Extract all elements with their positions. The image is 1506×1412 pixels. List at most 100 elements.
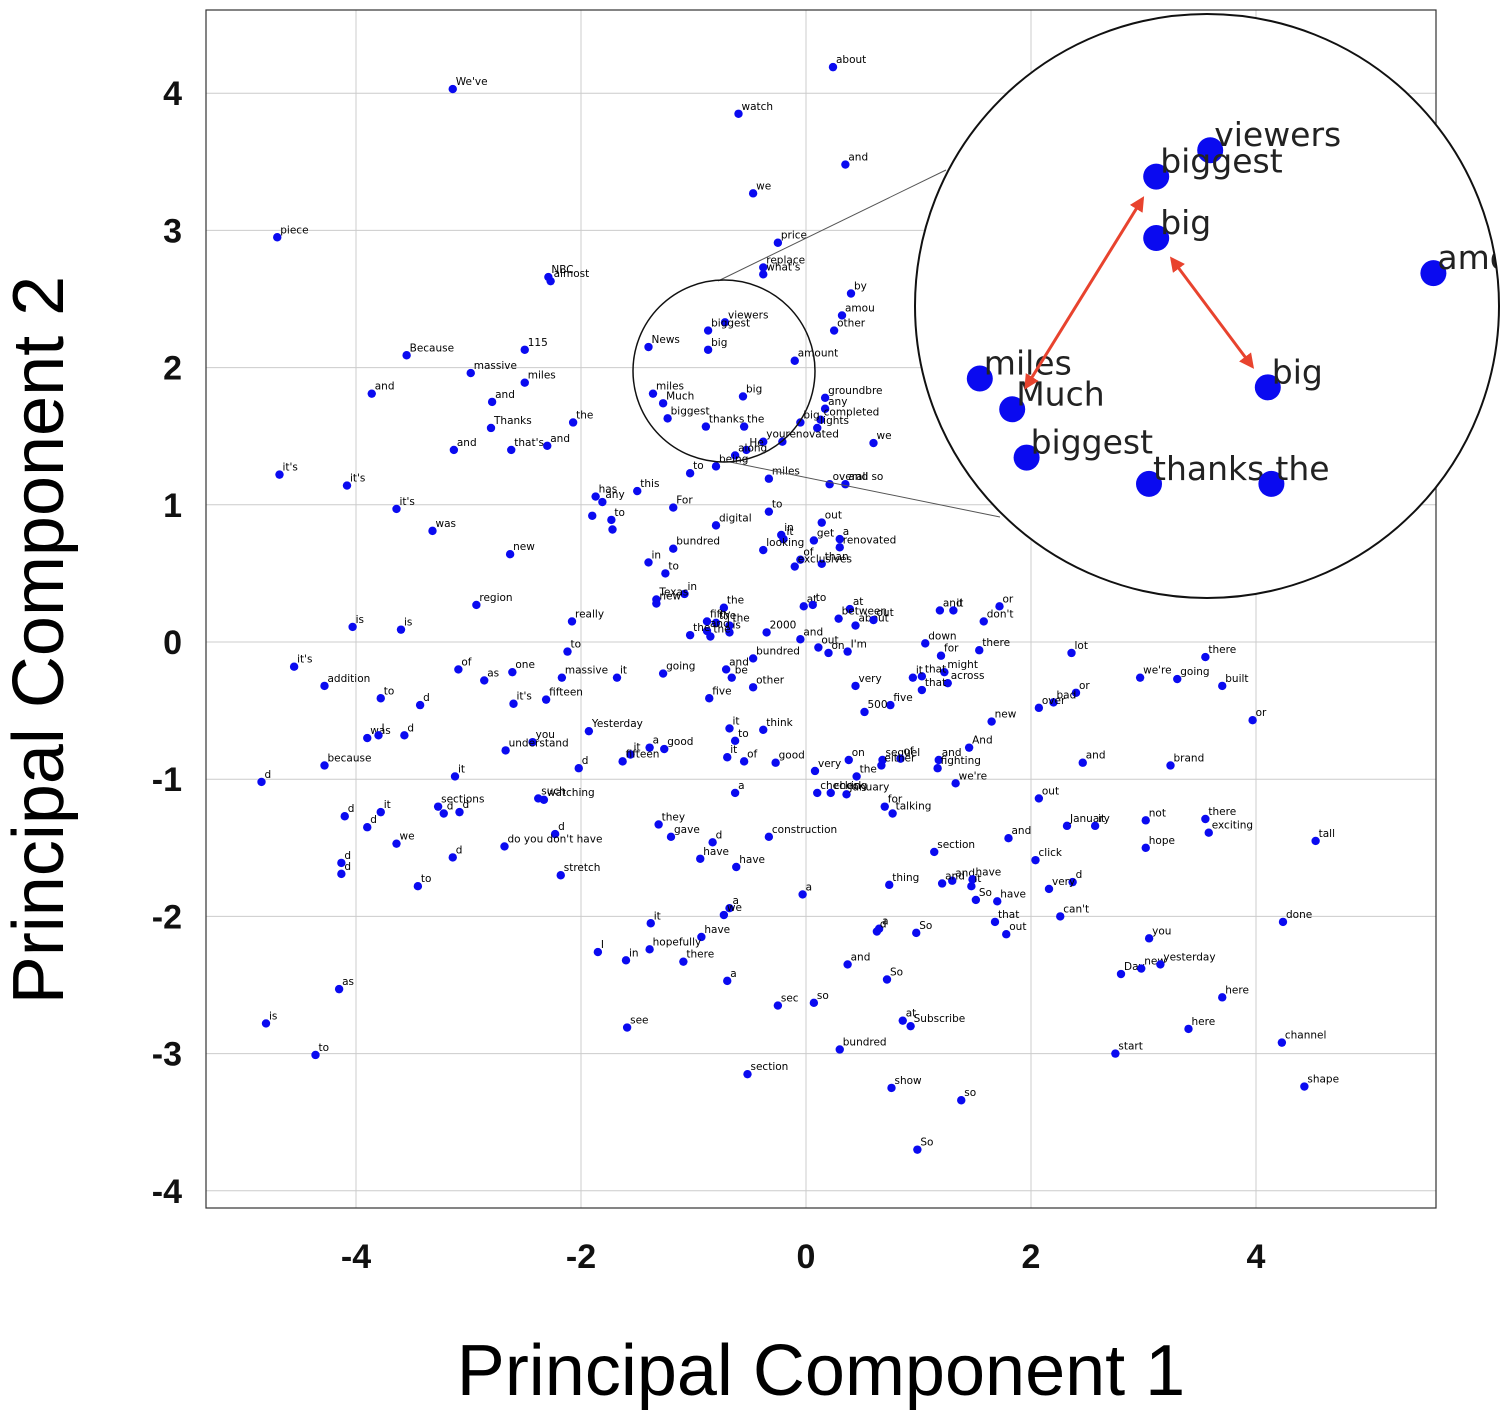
point-label: really [575,608,604,620]
scatter-point: of [896,746,914,763]
scatter-point: exciting [1204,820,1253,837]
scatter-point: it's [509,691,532,708]
point-marker [816,415,825,424]
scatter-point: down [921,630,957,648]
point-marker [392,839,401,848]
scatter-point: fifteen [541,687,583,704]
point-label: there [982,637,1010,649]
scatter-point: five [705,685,732,703]
scatter-point: any [598,489,625,507]
point-label: So [920,1137,933,1149]
scatter-point: massive [466,360,517,378]
scatter-point: there [1201,644,1236,662]
point-label: a [806,881,812,893]
scatter-point: fifty [702,608,730,626]
point-label: click [1039,847,1063,859]
point-marker [759,270,768,279]
point-marker [762,628,771,637]
scatter-point: you [759,429,786,446]
point-marker [618,757,627,766]
point-marker [257,777,266,787]
point-marker [654,820,663,829]
point-marker [964,743,974,752]
point-marker [439,809,448,818]
point-marker [501,746,510,755]
scatter-point: I'm [843,639,867,656]
scatter-point: 2000 [762,619,796,637]
scatter-point: section [743,1061,788,1079]
scatter-point: d [257,769,271,787]
scatter-point: brand [1166,752,1204,770]
zoom-point-label: biggest [1031,423,1154,462]
point-label: be [735,665,748,677]
scatter-point: tall [1311,828,1335,846]
point-label: get [817,527,834,539]
scatter-point: addition [320,673,370,691]
point-label: this [640,478,659,490]
point-marker [593,947,603,957]
point-marker [730,451,740,460]
scatter-point: do you don't have [500,833,602,851]
point-marker [886,700,895,710]
scatter-point: going [658,661,695,678]
point-label: at [807,593,818,605]
point-label: Thanks [493,415,532,427]
point-label: For [676,495,693,507]
scatter-point: So [913,1137,933,1154]
point-label: and [1086,750,1106,762]
scatter-point: on [824,640,845,658]
point-label: to [738,728,749,740]
scatter-point: not [1141,807,1166,825]
point-label: understand [509,737,569,749]
scatter-point: on [844,747,865,765]
point-label: sections [441,794,484,806]
scatter-point: we [719,902,742,920]
point-marker [669,544,678,553]
point-label: built [1225,673,1248,685]
point-label: hopefully [653,936,702,948]
point-marker [835,543,844,552]
point-marker [374,731,383,740]
scatter-point: So [882,967,903,984]
point-marker [363,823,372,832]
point-label: I'm [851,639,867,651]
point-marker [557,673,567,682]
scatter-point: or [995,593,1014,611]
point-label: it [384,799,391,811]
y-tick-label: 0 [163,624,182,662]
zoom-point-marker [1197,137,1224,164]
point-marker [764,832,774,842]
point-label: you [536,729,555,741]
scatter-point: of [454,656,472,674]
scatter-point: at [799,593,818,611]
point-marker [995,602,1004,611]
point-label: and [1012,825,1032,837]
zoom-point: the [1258,449,1330,497]
point-label: for [944,643,959,655]
point-label: what's [766,261,800,273]
point-label: over [1042,695,1066,707]
point-label: and so [848,471,883,483]
scatter-point: Because [402,342,454,360]
point-label: of [904,746,914,758]
point-label: than [825,551,849,563]
point-marker [320,761,329,770]
point-marker [342,481,352,490]
point-marker [882,975,892,984]
point-marker [917,685,927,695]
point-marker [466,368,475,378]
scatter-point: one [508,659,535,677]
point-label: a [882,916,888,928]
point-marker [556,871,565,880]
point-marker [845,604,855,614]
point-marker [701,422,711,431]
point-label: as [487,667,499,679]
zoom-point-marker [1420,260,1447,287]
point-label: is [269,1010,277,1022]
scatter-point: to [607,507,625,525]
point-label: January [849,781,890,793]
point-marker [1141,843,1150,852]
point-marker [835,1045,844,1054]
point-label: tall [1319,828,1335,840]
scatter-point: d [363,814,377,832]
